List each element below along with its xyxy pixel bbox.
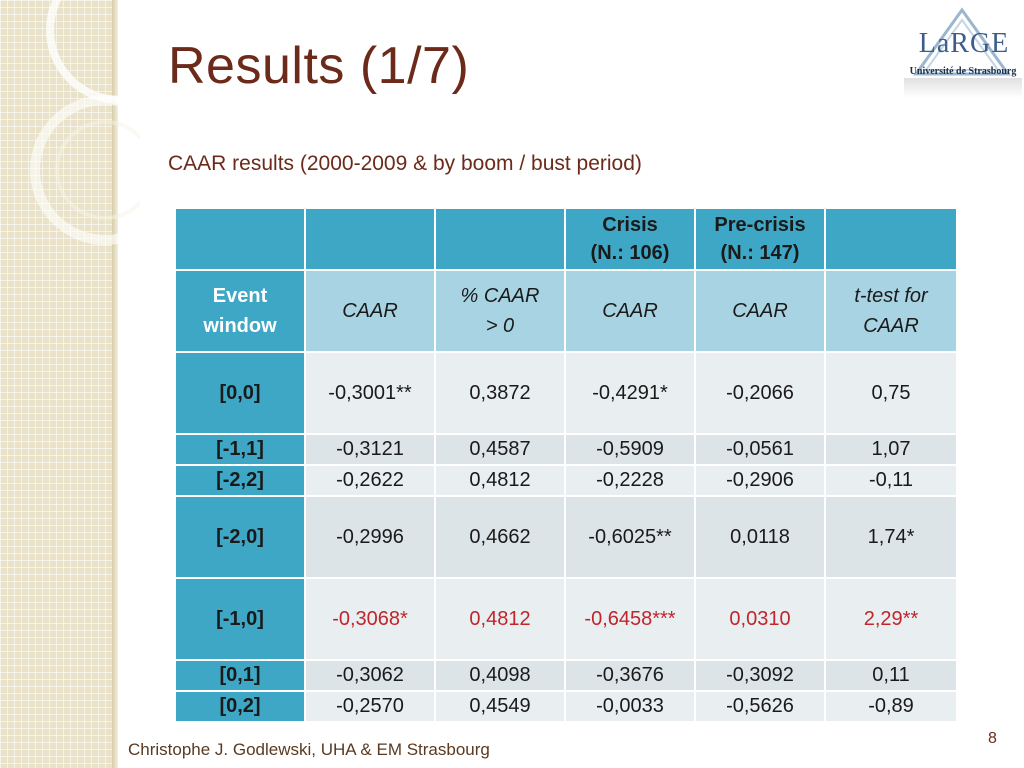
table-cell: -0,5909 [564,433,696,466]
event-window-cell: [0,1] [174,659,306,692]
table-group-header-row: Crisis (N.: 106) Pre-crisis (N.: 147) [174,207,958,271]
group-header-pre-crisis: Pre-crisis (N.: 147) [694,207,826,271]
group-header-cell [174,207,306,271]
table-cell: 0,4587 [434,433,566,466]
col-header-crisis-caar: CAAR [564,269,696,353]
table-cell: 0,4098 [434,659,566,692]
large-logo-triangle-icon [913,7,1011,76]
event-window-cell: [-1,1] [174,433,306,466]
table-cell: -0,11 [824,464,958,497]
table-row: [0,1] -0,3062 0,4098 -0,3676 -0,3092 0,1… [174,659,958,692]
table-cell: -0,4291* [564,351,696,435]
table-cell: 0,0310 [694,577,826,661]
table-cell: -0,2622 [304,464,436,497]
table-row: [0,2] -0,2570 0,4549 -0,0033 -0,5626 -0,… [174,690,958,723]
col-header-pct-caar-positive: % CAAR > 0 [434,269,566,353]
table-cell: 1,74* [824,495,958,579]
table-cell: -0,2228 [564,464,696,497]
logo-text: LaRGE [918,28,1010,59]
event-window-cell: [0,2] [174,690,306,723]
table-row-highlighted: [-1,0] -0,3068* 0,4812 -0,6458*** 0,0310… [174,577,958,661]
col-header-t-test: t-test for CAAR [824,269,958,353]
slide-footer: Christophe J. Godlewski, UHA & EM Strasb… [128,740,490,759]
table-cell: -0,3062 [304,659,436,692]
decorative-circles [30,0,140,245]
group-header-crisis: Crisis (N.: 106) [564,207,696,271]
table-cell: -0,2996 [304,495,436,579]
page-number: 8 [988,730,997,747]
table-cell: -0,2570 [304,690,436,723]
table-cell: 0,75 [824,351,958,435]
table-cell: -0,3092 [694,659,826,692]
table-cell: -0,0033 [564,690,696,723]
logo-subtext: Université de Strasbourg [909,66,1017,77]
table-row: [0,0] -0,3001** 0,3872 -0,4291* -0,2066 … [174,351,958,435]
table-cell: -0,5626 [694,690,826,723]
table-cell: -0,3001** [304,351,436,435]
table-cell: -0,2066 [694,351,826,435]
table-cell: 0,3872 [434,351,566,435]
table-row: [-1,1] -0,3121 0,4587 -0,5909 -0,0561 1,… [174,433,958,466]
decorative-strip-edge [112,0,118,768]
table-column-header-row: Event window CAAR % CAAR > 0 CAAR CAAR t-t… [174,269,958,353]
table-cell: -0,3676 [564,659,696,692]
table-cell: 0,0118 [694,495,826,579]
col-header-pre-crisis-caar: CAAR [694,269,826,353]
event-window-cell: [-1,0] [174,577,306,661]
table-cell: -0,6458*** [564,577,696,661]
table-cell: -0,6025** [564,495,696,579]
event-window-cell: [0,0] [174,351,306,435]
decorative-side-strip [0,0,112,768]
table-cell: 0,4549 [434,690,566,723]
table-cell: 0,4662 [434,495,566,579]
table-cell: 0,4812 [434,464,566,497]
table-cell: -0,3068* [304,577,436,661]
logo-shadow [904,78,1022,98]
table-row: [-2,2] -0,2622 0,4812 -0,2228 -0,2906 -0… [174,464,958,497]
group-header-cell [434,207,566,271]
table-cell: -0,0561 [694,433,826,466]
group-header-cell [824,207,958,271]
table-row: [-2,0] -0,2996 0,4662 -0,6025** 0,0118 1… [174,495,958,579]
event-window-cell: [-2,2] [174,464,306,497]
table-cell: 1,07 [824,433,958,466]
slide-title: Results (1/7) [168,37,470,95]
table-cell: 0,4812 [434,577,566,661]
table-cell: 0,11 [824,659,958,692]
slide-subtitle: CAAR results (2000-2009 & by boom / bust… [168,152,642,175]
group-header-cell [304,207,436,271]
table-cell: -0,3121 [304,433,436,466]
event-window-cell: [-2,0] [174,495,306,579]
caar-results-table: Crisis (N.: 106) Pre-crisis (N.: 147) Even… [174,207,958,723]
col-header-caar: CAAR [304,269,436,353]
table-cell: -0,89 [824,690,958,723]
table-cell: -0,2906 [694,464,826,497]
table-cell: 2,29** [824,577,958,661]
col-header-event-window: Event window [174,269,306,353]
